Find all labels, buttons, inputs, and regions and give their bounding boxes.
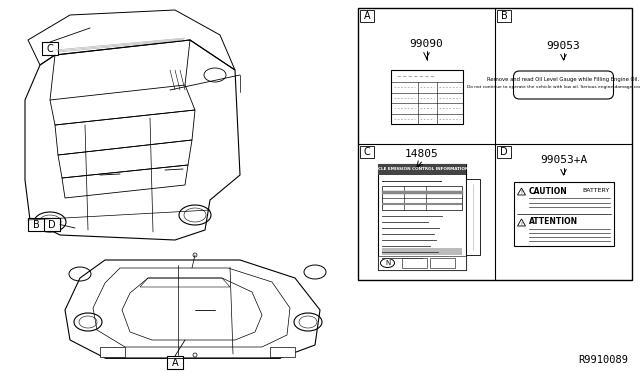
Text: 14805: 14805 (404, 149, 438, 159)
Text: A: A (172, 357, 179, 368)
Text: B: B (500, 11, 508, 21)
Bar (358, 8, 632, 280)
Bar (497, 146, 511, 158)
Bar (378, 164, 465, 270)
Text: Do not continue to operate the vehicle with low oil. Serious engine damage could: Do not continue to operate the vehicle w… (467, 85, 640, 89)
Bar (381, 248, 461, 255)
Bar (401, 258, 426, 268)
Bar (381, 186, 461, 210)
Bar (44, 218, 60, 231)
Bar (360, 146, 374, 158)
Bar (390, 70, 463, 124)
Text: Remove and read Oil Level Gauge while Filling Engine Oil.: Remove and read Oil Level Gauge while Fi… (488, 77, 639, 83)
Text: VEHICLE EMISSION CONTROL INFORMATION: VEHICLE EMISSION CONTROL INFORMATION (367, 167, 468, 171)
Text: C: C (364, 147, 371, 157)
Bar (270, 347, 295, 357)
FancyBboxPatch shape (513, 71, 614, 99)
Bar (378, 256, 465, 270)
Text: BATTERY: BATTERY (582, 189, 609, 193)
Text: 99090: 99090 (410, 39, 444, 49)
Bar (167, 356, 183, 369)
Bar (465, 179, 479, 255)
Text: D: D (500, 147, 508, 157)
Text: !: ! (520, 190, 522, 196)
Bar (42, 42, 58, 55)
Text: B: B (33, 219, 40, 230)
Bar (497, 10, 511, 22)
Bar (378, 164, 465, 175)
Bar (429, 258, 454, 268)
Text: CAUTION: CAUTION (529, 186, 567, 196)
Text: ATTENTION: ATTENTION (529, 218, 578, 227)
Bar (360, 10, 374, 22)
Bar (100, 347, 125, 357)
Bar (28, 218, 60, 231)
Text: A: A (364, 11, 371, 21)
Text: C: C (47, 44, 53, 54)
Text: 99053+A: 99053+A (540, 155, 587, 165)
Text: 99053: 99053 (547, 41, 580, 51)
Bar (513, 182, 614, 246)
Text: R9910089: R9910089 (578, 355, 628, 365)
Text: D: D (48, 219, 56, 230)
Text: !: ! (520, 221, 522, 227)
Text: N: N (385, 260, 390, 266)
